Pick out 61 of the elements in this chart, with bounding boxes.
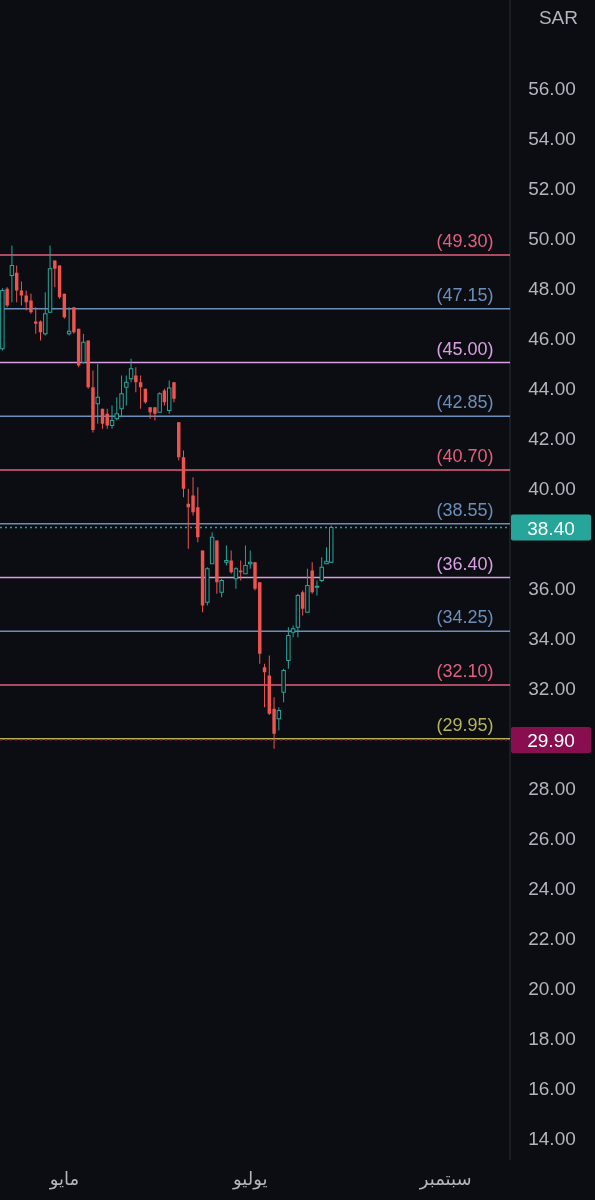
ref-line-label: (34.25) <box>436 607 494 628</box>
y-tick-label: 20.00 <box>528 977 576 999</box>
candlestick <box>9 245 15 303</box>
y-tick-label: 56.00 <box>528 77 576 99</box>
y-tick-label: 22.00 <box>528 927 576 949</box>
y-tick-label: 14.00 <box>528 1127 576 1149</box>
candlestick <box>276 706 282 731</box>
y-tick-label: 50.00 <box>528 227 576 249</box>
y-tick-label: 32.00 <box>528 677 576 699</box>
ref-line-label: (42.85) <box>436 392 494 413</box>
y-tick-label: 54.00 <box>528 127 576 149</box>
y-tick-label: 28.00 <box>528 777 576 799</box>
ref-line-label: (36.40) <box>436 553 494 574</box>
y-tick-label: 26.00 <box>528 827 576 849</box>
y-tick-label: 40.00 <box>528 477 576 499</box>
candlestick <box>157 391 162 413</box>
x-tick-label: مايو <box>48 1168 80 1190</box>
candlestick <box>124 375 129 406</box>
y-tick-label: 46.00 <box>528 327 576 349</box>
candlestick <box>319 556 324 583</box>
candlestick <box>119 375 124 418</box>
candlestick <box>134 366 138 393</box>
ref-line-label: (40.70) <box>436 446 494 466</box>
ref-line-label: 29.90 <box>527 730 575 751</box>
candlestick <box>109 405 115 430</box>
candlestick <box>281 668 286 703</box>
y-tick-label: 24.00 <box>528 877 576 899</box>
candlestick <box>233 566 239 590</box>
candlestick <box>314 580 320 596</box>
ref-line-label: (49.30) <box>436 231 494 251</box>
candlestick <box>81 333 86 365</box>
candlestick <box>229 550 233 575</box>
ref-line-label: 38.40 <box>527 517 575 539</box>
ref-line-label: (45.00) <box>436 338 494 359</box>
y-tick-label: 44.00 <box>528 377 576 399</box>
ref-line-label: (32.10) <box>436 661 494 681</box>
ref-line-label: (38.55) <box>436 499 494 520</box>
y-tick-label: 34.00 <box>528 627 576 649</box>
ref-line-label: (47.15) <box>436 284 494 305</box>
candlestick <box>248 550 253 570</box>
y-tick-label: 48.00 <box>528 277 576 299</box>
candlestick <box>224 545 229 566</box>
y-tick-label: 42.00 <box>528 427 576 449</box>
candlestick <box>310 561 314 595</box>
candlestick <box>105 408 109 430</box>
candlestick <box>243 545 248 575</box>
x-tick-label: سبتمبر <box>418 1168 472 1190</box>
y-tick-label: 36.00 <box>528 577 576 599</box>
candlestick <box>219 578 224 598</box>
y-tick-label: 18.00 <box>528 1027 576 1049</box>
candlestick <box>5 286 9 308</box>
candlestick <box>166 380 172 415</box>
y-tick-label: 16.00 <box>528 1077 576 1099</box>
candlestick <box>43 291 48 336</box>
ref-line-label: (29.95) <box>436 714 494 735</box>
text: SAR <box>538 7 578 28</box>
x-tick-label: يوليو <box>231 1168 268 1190</box>
candlestick <box>95 363 100 425</box>
candlestick <box>172 381 176 403</box>
candlestick <box>128 358 134 383</box>
y-tick-label: 52.00 <box>528 177 576 199</box>
